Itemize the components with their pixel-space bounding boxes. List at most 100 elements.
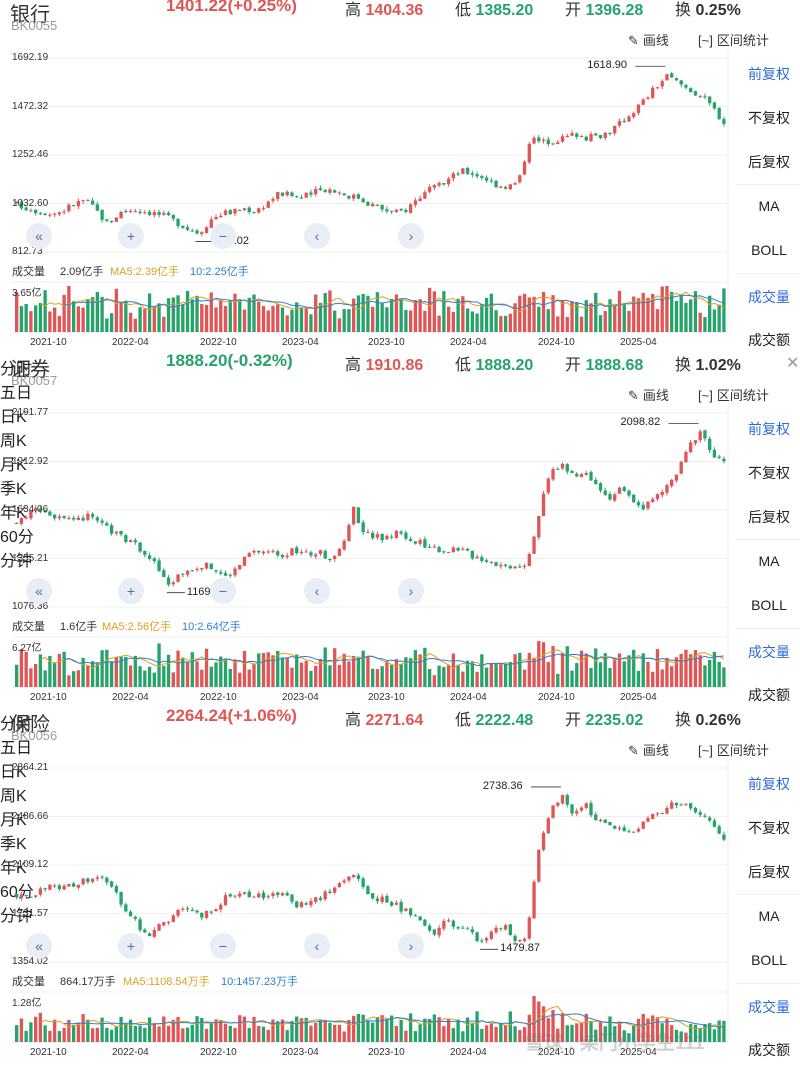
side-menu-fq[interactable]: 前复权 bbox=[748, 421, 790, 437]
side-menu-ma[interactable]: MA bbox=[758, 198, 780, 214]
volume-bar bbox=[404, 309, 408, 332]
zoom-in-icon[interactable]: + bbox=[118, 933, 144, 959]
period-tab[interactable]: 60分 bbox=[0, 884, 34, 901]
draw-button[interactable]: ✎ 画线 bbox=[628, 30, 669, 48]
candle-body bbox=[518, 566, 522, 568]
volume-bar bbox=[337, 1024, 342, 1042]
side-menu-bfq[interactable]: 不复权 bbox=[748, 820, 790, 836]
kline-chart[interactable] bbox=[0, 0, 800, 355]
side-menu-amt[interactable]: 成交额 bbox=[748, 332, 790, 348]
candle-body bbox=[15, 522, 19, 524]
kline-chart[interactable] bbox=[0, 355, 800, 710]
side-menu-boll[interactable]: BOLL bbox=[751, 952, 787, 968]
draw-button[interactable]: ✎ 画线 bbox=[628, 740, 669, 758]
volume-bar bbox=[309, 1025, 313, 1042]
side-menu-vol[interactable]: 成交量 bbox=[748, 999, 790, 1015]
volume-bar bbox=[375, 292, 380, 332]
period-tab[interactable]: 分钟 bbox=[0, 908, 33, 925]
double-left-icon[interactable]: « bbox=[26, 223, 52, 249]
candle-body bbox=[233, 209, 237, 214]
volume-bar bbox=[15, 1025, 19, 1042]
period-tab[interactable]: 60分 bbox=[0, 529, 34, 546]
period-tab[interactable]: 季K bbox=[0, 836, 27, 853]
volume-bar bbox=[105, 1027, 109, 1042]
side-menu-hfq[interactable]: 后复权 bbox=[748, 509, 790, 525]
candle-body bbox=[200, 912, 204, 918]
pencil-icon: ✎ bbox=[628, 33, 639, 48]
draw-button[interactable]: ✎ 画线 bbox=[628, 385, 669, 403]
period-tab[interactable]: 周K bbox=[0, 433, 27, 450]
period-tab[interactable]: 分钟 bbox=[0, 553, 33, 570]
side-menu-hfq[interactable]: 后复权 bbox=[748, 154, 790, 170]
volume-bar bbox=[693, 1024, 698, 1042]
chevron-left-icon[interactable]: ‹ bbox=[304, 578, 330, 604]
period-tab[interactable]: 年K bbox=[0, 860, 27, 877]
double-left-icon[interactable]: « bbox=[26, 578, 52, 604]
volume-bar bbox=[660, 669, 664, 687]
watermark: 雪球 : 柴门小学生111 bbox=[525, 1033, 705, 1054]
chevron-left-icon[interactable]: ‹ bbox=[304, 933, 330, 959]
side-menu-amt[interactable]: 成交额 bbox=[748, 687, 790, 703]
side-menu-vol[interactable]: 成交量 bbox=[748, 644, 790, 660]
volume-bar bbox=[133, 318, 137, 332]
volume-bar bbox=[432, 675, 437, 687]
side-menu-boll[interactable]: BOLL bbox=[751, 597, 787, 613]
candle-body bbox=[223, 210, 228, 215]
candle-body bbox=[38, 508, 43, 511]
candle-body bbox=[100, 520, 104, 523]
period-tab[interactable]: 分时 bbox=[0, 361, 33, 378]
period-tab[interactable]: 五日 bbox=[0, 740, 33, 757]
volume-bar bbox=[166, 654, 171, 687]
volume-bar bbox=[95, 291, 100, 332]
chevron-right-icon[interactable]: › bbox=[398, 578, 424, 604]
range-stats-button[interactable]: [~] 区间统计 bbox=[698, 30, 769, 48]
volume-bar bbox=[366, 295, 370, 332]
period-tab[interactable]: 五日 bbox=[0, 385, 33, 402]
period-tab[interactable]: 季K bbox=[0, 481, 27, 498]
candle-body bbox=[328, 558, 332, 560]
side-menu-fq[interactable]: 前复权 bbox=[748, 66, 790, 82]
kline-chart[interactable] bbox=[0, 710, 800, 1065]
side-menu-bfq[interactable]: 不复权 bbox=[748, 465, 790, 481]
side-menu-ma[interactable]: MA bbox=[758, 553, 780, 569]
candle-body bbox=[290, 894, 294, 902]
side-menu-bfq[interactable]: 不复权 bbox=[748, 110, 790, 126]
volume-bar bbox=[185, 1027, 190, 1042]
chevron-left-icon[interactable]: ‹ bbox=[304, 223, 330, 249]
period-tab[interactable]: 分时 bbox=[0, 716, 33, 733]
candle-body bbox=[195, 910, 199, 913]
chevron-right-icon[interactable]: › bbox=[398, 223, 424, 249]
candle-body bbox=[233, 895, 237, 897]
period-tab[interactable]: 周K bbox=[0, 788, 27, 805]
candle-body bbox=[190, 570, 194, 572]
volume-bar bbox=[238, 1015, 242, 1042]
side-menu-ma[interactable]: MA bbox=[758, 908, 780, 924]
zoom-out-icon[interactable]: − bbox=[210, 933, 236, 959]
side-menu-vol[interactable]: 成交量 bbox=[748, 289, 790, 305]
volume-bar bbox=[190, 299, 194, 332]
volume-bar bbox=[323, 293, 327, 332]
candle-body bbox=[304, 192, 308, 198]
volume-bar bbox=[95, 663, 100, 687]
chevron-right-icon[interactable]: › bbox=[398, 933, 424, 959]
zoom-in-icon[interactable]: + bbox=[118, 578, 144, 604]
close-icon[interactable]: ✕ bbox=[786, 355, 800, 372]
candle-body bbox=[475, 932, 479, 942]
candle-body bbox=[570, 804, 574, 814]
side-menu-hfq[interactable]: 后复权 bbox=[748, 864, 790, 880]
side-menu-boll[interactable]: BOLL bbox=[751, 242, 787, 258]
side-menu-amt[interactable]: 成交额 bbox=[748, 1042, 790, 1058]
double-left-icon[interactable]: « bbox=[26, 933, 52, 959]
candle-body bbox=[613, 125, 617, 134]
zoom-out-icon[interactable]: − bbox=[210, 578, 236, 604]
candle-body bbox=[328, 189, 332, 193]
candle-body bbox=[242, 892, 247, 894]
period-tab[interactable]: 年K bbox=[0, 505, 27, 522]
max-price-label: 1618.90 bbox=[587, 59, 628, 72]
range-stats-button[interactable]: [~] 区间统计 bbox=[698, 385, 769, 403]
side-menu-fq[interactable]: 前复权 bbox=[748, 776, 790, 792]
candle-body bbox=[584, 472, 588, 475]
zoom-out-icon[interactable]: − bbox=[210, 223, 236, 249]
range-stats-button[interactable]: [~] 区间统计 bbox=[698, 740, 769, 758]
zoom-in-icon[interactable]: + bbox=[118, 223, 144, 249]
